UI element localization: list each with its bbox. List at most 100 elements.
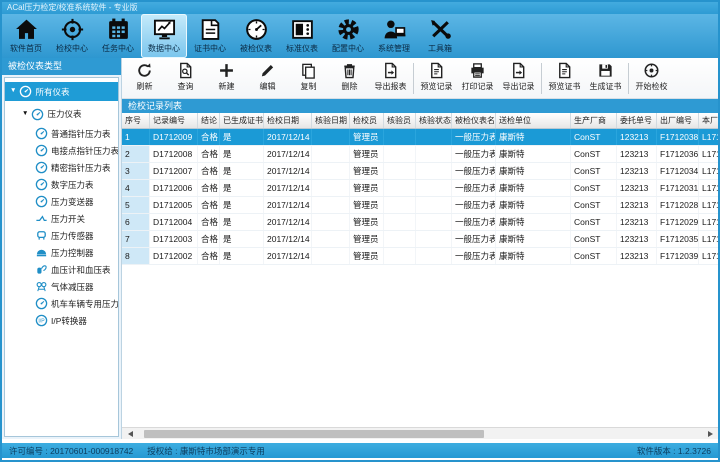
tab-label: 检校中心 — [56, 44, 88, 53]
new-button[interactable]: 新建 — [206, 59, 247, 97]
toolbar-button-label: 删除 — [341, 82, 358, 91]
type-switch-icon — [35, 212, 48, 225]
type-gauge-icon — [35, 297, 48, 310]
tree-item-locomotive-pressure-gauge[interactable]: 机车车辆专用压力表 — [5, 295, 118, 312]
table-cell: 是 — [220, 180, 264, 196]
start-verify-icon — [643, 62, 660, 79]
preview-record-button[interactable]: 预览记录 — [416, 59, 457, 97]
monitor-chart-icon — [152, 17, 177, 42]
table-row[interactable]: 5 D1712005 合格是 2017/12/14 管理员 一般压力表 康斯特 ConST 12… — [122, 197, 718, 214]
tree-item-sphygmomanometer[interactable]: 血压计和血压表 — [5, 261, 118, 278]
tab-standard-instruments[interactable]: 标准仪表 — [279, 14, 325, 58]
type-gauge-icon — [35, 195, 48, 208]
tab-verification-center[interactable]: 检校中心 — [49, 14, 95, 58]
table-cell: 123213 — [617, 214, 657, 230]
table-cell: F1712028 — [657, 197, 699, 213]
tab-config-center[interactable]: 配置中心 — [325, 14, 371, 58]
table-cell — [384, 180, 416, 196]
table-row[interactable]: 6 D1712004 合格是 2017/12/14 管理员 一般压力表 康斯特 ConST 12… — [122, 214, 718, 231]
tree-item-ordinary-pointer-gauge[interactable]: 普通指针压力表 — [5, 125, 118, 142]
authorized-text: 授权给 : 康斯特市场部演示专用 — [147, 445, 265, 456]
copy-button[interactable]: 复制 — [288, 59, 329, 97]
tab-home[interactable]: 软件首页 — [3, 14, 49, 58]
toolbar-button-label: 开始检校 — [635, 82, 668, 91]
toolbar-button-label: 生成证书 — [589, 82, 622, 91]
tree-item-label: 电接点指针压力表 — [51, 145, 118, 156]
table-cell: 123213 — [617, 197, 657, 213]
export-report-button[interactable]: 导出报表 — [370, 59, 411, 97]
export-record-button[interactable]: 导出记录 — [498, 59, 539, 97]
refresh-button[interactable]: 刷新 — [124, 59, 165, 97]
table-cell: 2 — [122, 146, 150, 162]
table-row[interactable]: 3 D1712007 合格是 2017/12/14 管理员 一般压力表 康斯特 ConST 12… — [122, 163, 718, 180]
gear-icon — [336, 17, 361, 42]
table-cell — [384, 163, 416, 179]
tab-label: 软件首页 — [10, 44, 42, 53]
table-row[interactable]: 2 D1712008 合格是 2017/12/14 管理员 一般压力表 康斯特 ConST 12… — [122, 146, 718, 163]
sidebar: 被检仪表类型 ▼ 所有仪表 ▼ 压力仪表 普通指针压力表 电接点指针压力表 精密指针压力表数… — [2, 58, 122, 439]
table-cell: 4 — [122, 180, 150, 196]
table-cell: 康斯特 — [496, 214, 571, 230]
tab-toolbox[interactable]: 工具箱 — [417, 14, 463, 58]
scrollbar-thumb[interactable] — [144, 430, 484, 438]
expand-arrow-icon[interactable]: ▼ — [22, 109, 29, 117]
expand-arrow-icon[interactable]: ▼ — [10, 87, 17, 95]
start-verification-button[interactable]: 开始检校 — [631, 59, 672, 97]
table-cell: 管理员 — [350, 163, 384, 179]
tab-data-center[interactable]: 数据中心 — [141, 14, 187, 58]
scrollbar-left-arrow-icon[interactable] — [124, 428, 136, 439]
sidebar-tree: ▼ 所有仪表 ▼ 压力仪表普通指针压力表电接点指针压力表精密指针压力表 数字压力表 压力变… — [4, 77, 119, 437]
tree-item-digital-pressure-gauge[interactable]: 数字压力表 — [5, 176, 118, 193]
refresh-icon — [136, 62, 153, 79]
scrollbar-right-arrow-icon[interactable] — [704, 428, 716, 439]
tree-item-pressure-controller[interactable]: 压力控制器 — [5, 244, 118, 261]
tab-certificate-center[interactable]: 证书中心 — [187, 14, 233, 58]
table-row[interactable]: 8 D1712002 合格是 2017/12/14 管理员 一般压力表 康斯特 ConST 12… — [122, 248, 718, 265]
tree-item-pressure-transmitter[interactable]: 压力变送器 — [5, 193, 118, 210]
tree-item-all-instruments[interactable]: ▼ 所有仪表 — [5, 82, 118, 101]
tree-item-label: 压力传感器 — [51, 230, 94, 241]
tree-item-pressure-switch[interactable]: 压力开关 — [5, 210, 118, 227]
tree-item-electric-contact-pointer-gauge[interactable]: 电接点指针压力表 — [5, 142, 118, 159]
delete-button[interactable]: 删除 — [329, 59, 370, 97]
tree-item-ip-converter[interactable]: I/P I/P转换器 — [5, 312, 118, 329]
table-row[interactable]: 1 D1712009 合格是 2017/12/14 管理员 一般压力表 康斯特 ConST 12… — [122, 129, 718, 146]
type-gauge-icon — [35, 127, 48, 140]
toolbar-button-label: 打印记录 — [461, 82, 494, 91]
tree-item-pressure-sensor[interactable]: 压力传感器 — [5, 227, 118, 244]
tree-item-gas-pressure-regulator[interactable]: 气体减压器 — [5, 278, 118, 295]
table-cell — [312, 146, 350, 162]
type-bp-icon — [35, 263, 48, 276]
table-cell — [416, 214, 452, 230]
pencil-icon — [259, 62, 276, 79]
tab-task-center[interactable]: 任务中心 — [95, 14, 141, 58]
preview-certificate-button[interactable]: 预览证书 — [544, 59, 585, 97]
generate-certificate-button[interactable]: 生成证书 — [585, 59, 626, 97]
toolbar-separator — [628, 62, 629, 94]
edit-button[interactable]: 编辑 — [247, 59, 288, 97]
table-header-row: 序号记录编号结论已生成证书检校日期核验日期检校员核验员核验状态被检仪表名称送检单… — [122, 113, 718, 129]
toolbar-separator — [541, 62, 542, 94]
table-cell: L171 — [699, 197, 718, 213]
table-cell: F1712035 — [657, 231, 699, 247]
print-record-button[interactable]: 打印记录 — [457, 59, 498, 97]
query-button[interactable]: 查询 — [165, 59, 206, 97]
table-cell: L171 — [699, 180, 718, 196]
target-icon — [60, 17, 85, 42]
table-cell: 康斯特 — [496, 248, 571, 264]
home-icon — [14, 17, 39, 42]
table-row[interactable]: 4 D1712006 合格是 2017/12/14 管理员 一般压力表 康斯特 ConST 12… — [122, 180, 718, 197]
tab-system-management[interactable]: 系统管理 — [371, 14, 417, 58]
toolbar-button-label: 编辑 — [259, 82, 276, 91]
table-cell: D1712004 — [150, 214, 198, 230]
tab-tested-instruments[interactable]: 被检仪表 — [233, 14, 279, 58]
table-cell: 合格 — [198, 248, 220, 264]
tree-item-precision-pointer-gauge[interactable]: 精密指针压力表 — [5, 159, 118, 176]
h-scrollbar[interactable] — [122, 427, 718, 439]
main-area: 被检仪表类型 ▼ 所有仪表 ▼ 压力仪表 普通指针压力表 电接点指针压力表 精密指针压力表数… — [2, 58, 718, 439]
table-cell — [416, 248, 452, 264]
table-row[interactable]: 7 D1712003 合格是 2017/12/14 管理员 一般压力表 康斯特 ConST 12… — [122, 231, 718, 248]
tree-item-pressure-instruments[interactable]: ▼ 压力仪表 — [5, 105, 118, 123]
tree-item-label: 所有仪表 — [35, 86, 70, 97]
table-cell: L171 — [699, 146, 718, 162]
